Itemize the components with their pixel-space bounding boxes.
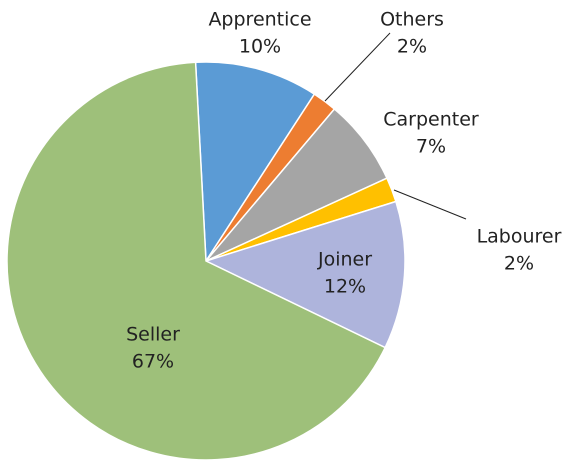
leader-line xyxy=(324,32,391,102)
pie-slice xyxy=(203,200,406,349)
pie-slice xyxy=(194,61,316,264)
slice-value-label: 2% xyxy=(504,253,534,275)
slice-label: Seller xyxy=(126,324,180,346)
slice-value-label: 67% xyxy=(132,351,174,373)
slice-label: Labourer xyxy=(477,226,562,248)
leader-line xyxy=(393,189,467,220)
slice-label: Apprentice xyxy=(208,9,311,31)
slice-value-label: 2% xyxy=(397,36,427,58)
slice-value-label: 10% xyxy=(239,36,281,58)
slice-label: Carpenter xyxy=(383,109,479,131)
slice-label: Others xyxy=(380,9,444,31)
pie-slice xyxy=(6,61,387,461)
slice-value-label: 12% xyxy=(324,276,366,298)
slice-label: Joiner xyxy=(317,249,372,271)
slice-value-label: 7% xyxy=(416,136,446,158)
